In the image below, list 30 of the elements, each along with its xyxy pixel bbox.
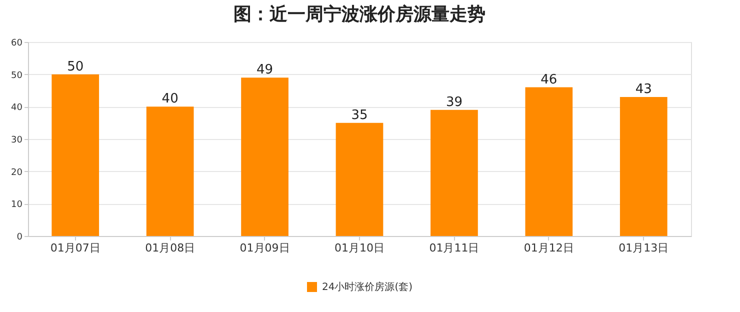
data-label: 49 (256, 62, 274, 78)
data-label: 35 (351, 108, 368, 123)
x-tick-label: 01月08日 (145, 242, 196, 254)
y-tick-label: 60 (11, 38, 23, 48)
bar (336, 122, 384, 236)
bar (430, 110, 478, 236)
x-tick-label: 01月13日 (618, 242, 669, 254)
data-label: 40 (162, 92, 178, 107)
legend-label: 24小时涨价房源(套) (322, 281, 413, 293)
data-label: 46 (540, 72, 558, 88)
data-label: 50 (67, 59, 84, 74)
bar (525, 87, 573, 236)
bar (146, 106, 194, 236)
data-label: 39 (446, 94, 462, 110)
y-tick-label: 50 (11, 70, 23, 81)
y-tick-label: 20 (11, 168, 23, 178)
x-tick-label: 01月07日 (50, 242, 100, 254)
data-label: 43 (635, 82, 652, 97)
y-tick-label: 30 (11, 136, 23, 146)
y-tick-label: 10 (11, 200, 23, 210)
y-tick-label: 40 (11, 103, 23, 114)
chart-title: 图：近一周宁波涨价房源量走势 (234, 4, 486, 25)
x-tick-label: 01月10日 (334, 242, 384, 254)
y-tick-label: 0 (16, 232, 23, 242)
bar (52, 74, 100, 236)
bar (241, 78, 288, 236)
x-tick-label: 01月11日 (429, 242, 480, 254)
bar (620, 96, 668, 236)
x-tick-label: 01月12日 (524, 242, 574, 254)
x-tick-label: 01月09日 (240, 242, 290, 254)
